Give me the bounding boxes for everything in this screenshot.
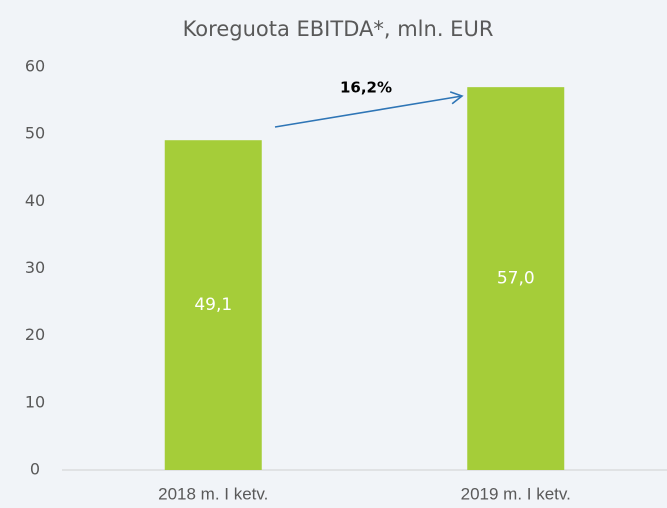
bar xyxy=(164,140,262,470)
y-tick-label: 50 xyxy=(25,124,45,143)
y-tick-label: 30 xyxy=(25,258,45,277)
growth-annotation: 16,2% xyxy=(340,79,392,97)
y-tick-label: 60 xyxy=(25,57,45,76)
value-label: 57,0 xyxy=(497,269,535,289)
y-tick-label: 20 xyxy=(25,325,45,344)
chart-title: Koreguota EBITDA*, mln. EUR xyxy=(183,17,494,41)
growth-arrow xyxy=(274,91,464,128)
value-label: 49,1 xyxy=(194,295,232,315)
y-tick-label: 40 xyxy=(25,191,45,210)
y-tick-label: 10 xyxy=(25,392,45,411)
bar xyxy=(467,87,565,471)
y-tick-label: 0 xyxy=(30,460,40,479)
x-tick-label: 2019 m. I ketv. xyxy=(461,484,571,503)
x-tick-label: 2018 m. I ketv. xyxy=(158,484,268,503)
